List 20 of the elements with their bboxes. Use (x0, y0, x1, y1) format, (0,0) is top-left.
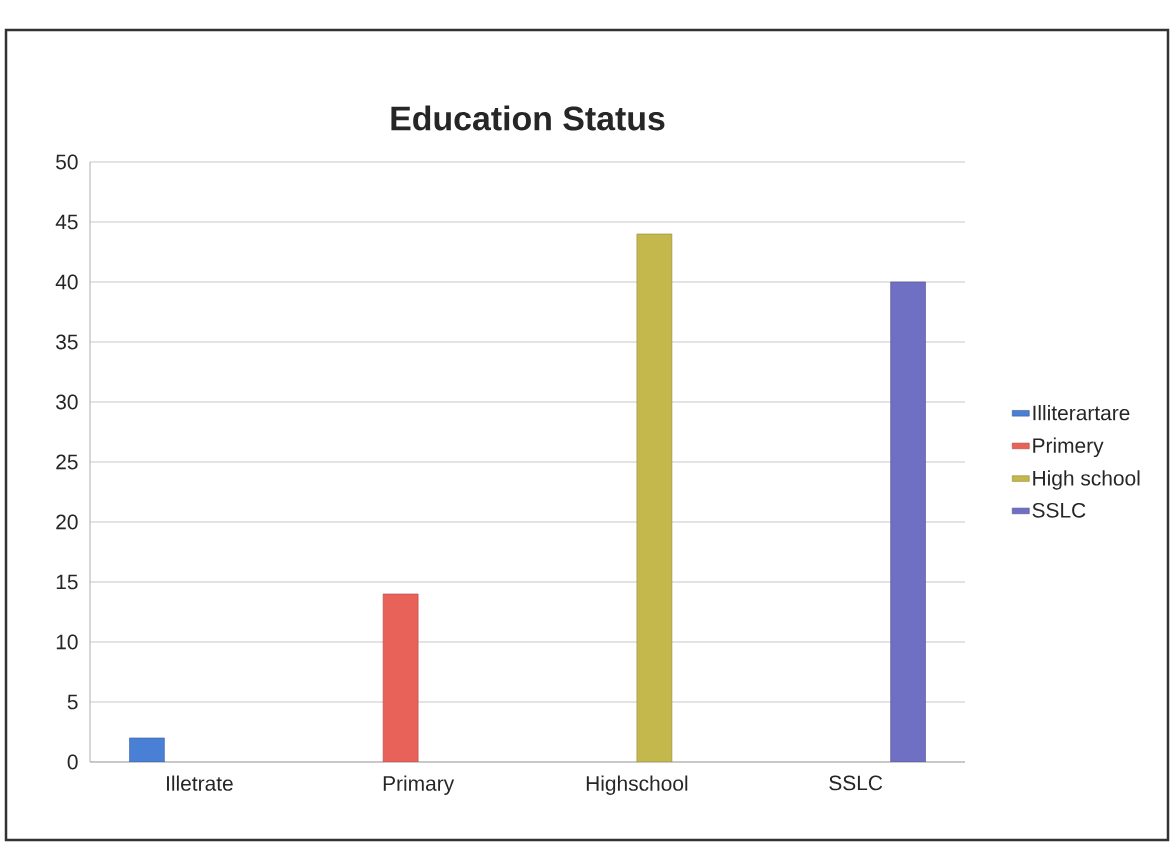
x-tick-label: SSLC (829, 775, 883, 791)
x-tick-label: Illetrate (167, 775, 233, 791)
legend-label: SSLC (1032, 502, 1086, 518)
legend-label: High school (1033, 470, 1140, 490)
chart-title: Education Status (391, 105, 665, 131)
y-tick-label: 35 (56, 334, 78, 350)
y-tick-label: 45 (55, 214, 78, 230)
y-tick-label: 50 (56, 154, 78, 170)
x-tick-label: Primary (383, 775, 455, 796)
legend-label: Primery (1033, 437, 1104, 458)
y-tick-label: 25 (56, 454, 78, 470)
y-tick-label: 20 (56, 514, 78, 530)
y-tick-label: 30 (56, 394, 78, 410)
x-tick-label: Highschool (586, 775, 688, 796)
y-tick-label: 5 (67, 694, 78, 710)
y-tick-label: 15 (56, 574, 78, 590)
y-tick-label: 40 (55, 274, 78, 290)
y-tick-label: 0 (67, 754, 78, 770)
y-tick-label: 10 (56, 634, 78, 650)
legend-label: Illiterartare (1033, 404, 1130, 421)
